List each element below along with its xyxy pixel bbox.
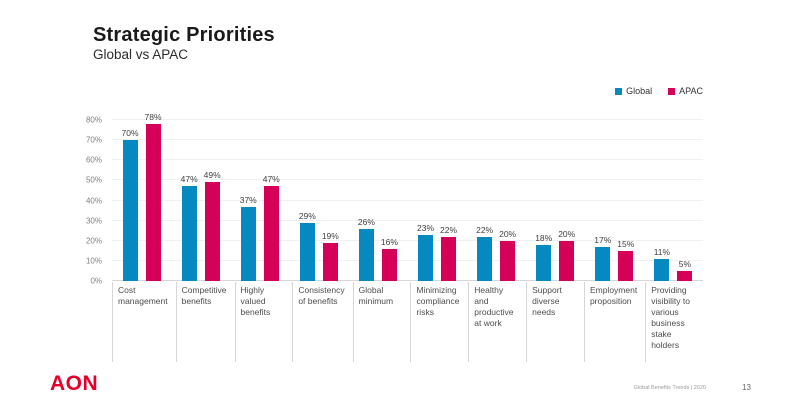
bar-value-label: 22% <box>440 224 458 235</box>
y-axis-tick-label: 0% <box>90 276 102 286</box>
x-axis: Cost management Competitive benefits Highl… <box>112 282 703 362</box>
y-axis-tick-label: 20% <box>85 236 102 246</box>
category-slot-4: 29% 19% <box>289 120 348 281</box>
bar-global-5: 26% <box>358 217 375 281</box>
category-slot-1: 70% 78% <box>112 112 171 281</box>
bar-apac-7: 20% <box>499 229 516 281</box>
gridline <box>112 239 703 241</box>
legend-item-apac: APAC <box>668 86 703 96</box>
gridline <box>112 119 703 120</box>
category-label: Minimizing compliance risks <box>410 282 468 362</box>
y-axis: 0% 10% 20% 30% 40% 50% 60% 70% 80% <box>66 116 106 286</box>
bar-value-label: 47% <box>180 174 198 185</box>
aon-logo: AON <box>50 372 99 395</box>
bar-global-9: 17% <box>594 235 611 281</box>
category-label: Global minimum <box>352 282 411 362</box>
bar-value-label: 78% <box>144 112 162 123</box>
bar-value-label: 22% <box>476 224 494 235</box>
bar-value-label: 17% <box>594 234 612 245</box>
category-label: Highly valued benefits <box>234 282 293 362</box>
bar-apac-4: 19% <box>322 231 339 281</box>
bar-global-10: 11% <box>654 247 670 281</box>
category-slot-2: 47% 49% <box>171 120 230 281</box>
plot-area: 0% 10% 20% 30% 40% 50% 60% 70% 80% 70% 78% 47% 49% 3… <box>86 112 703 286</box>
bar-apac-5: 16% <box>381 237 398 281</box>
bar-apac-6: 22% <box>440 225 457 281</box>
y-axis-tick-label: 60% <box>85 155 102 165</box>
legend-item-global: Global <box>615 86 652 96</box>
legend-swatch-icon <box>668 87 676 95</box>
bar-value-label: 5% <box>678 258 692 269</box>
category-label: Providing visibility to various business… <box>645 282 703 362</box>
page-title: Strategic Priorities <box>93 24 275 46</box>
category-slot-6: 23% 22% <box>407 120 466 281</box>
category-slot-8: 18% 20% <box>526 120 585 281</box>
bar-global-6: 23% <box>417 223 434 281</box>
bar-global-8: 18% <box>535 233 552 281</box>
y-axis-tick-label: 80% <box>85 115 102 125</box>
bar-global-7: 22% <box>476 225 493 281</box>
y-axis-tick-label: 30% <box>85 216 102 226</box>
bar-apac-2: 49% <box>204 170 221 281</box>
gridline <box>112 219 703 221</box>
bar-global-1: 70% <box>122 128 139 281</box>
bar-value-label: 20% <box>499 228 517 239</box>
bar-value-label: 19% <box>321 230 339 241</box>
footer-note: Global Benefits Trends | 2020 <box>633 385 706 391</box>
page-subtitle: Global vs APAC <box>93 47 189 62</box>
category-label: Healthy and productive at work <box>468 282 526 362</box>
category-slot-10: 11% 5% <box>644 120 703 281</box>
bar-global-2: 47% <box>181 174 198 281</box>
bar-value-label: 16% <box>380 236 398 247</box>
category-slot-9: 17% 15% <box>585 120 644 281</box>
bar-apac-3: 47% <box>263 174 280 281</box>
bar-value-label: 37% <box>239 194 257 205</box>
legend-label: Global <box>626 86 653 96</box>
category-slot-7: 22% 20% <box>467 120 526 281</box>
bar-value-label: 23% <box>417 222 435 233</box>
bar-value-label: 49% <box>203 170 221 181</box>
bar-value-label: 47% <box>262 174 280 185</box>
legend-label: APAC <box>679 86 703 96</box>
category-label: Consistency of benefits <box>292 282 352 362</box>
bar-global-3: 37% <box>240 195 257 281</box>
category-label: Competitive benefits <box>175 282 235 362</box>
bar-value-label: 29% <box>298 210 316 221</box>
bar-apac-1: 78% <box>145 112 162 281</box>
category-slot-5: 26% 16% <box>348 120 407 281</box>
gridline <box>112 159 703 161</box>
gridline <box>112 139 703 141</box>
bar-apac-9: 15% <box>617 239 634 281</box>
bar-value-label: 18% <box>535 232 553 243</box>
y-axis-tick-label: 40% <box>85 196 102 205</box>
bar-value-label: 26% <box>357 216 375 227</box>
y-axis-tick-label: 50% <box>85 175 102 185</box>
gridline <box>112 179 703 181</box>
bar-apac-8: 20% <box>558 229 575 281</box>
category-slot-3: 37% 47% <box>230 120 289 281</box>
gridline <box>112 259 703 261</box>
category-label: Employment proposition <box>583 282 645 362</box>
category-label: Cost management <box>112 282 176 362</box>
category-label: Support diverse needs <box>526 282 584 362</box>
bar-value-label: 15% <box>617 238 635 249</box>
x-axis-line <box>112 280 703 281</box>
bar-value-label: 20% <box>558 228 576 239</box>
legend: Global APAC <box>615 86 703 96</box>
bar-slots: 70% 78% 47% 49% 37% 47% 29% 19% 26% 16% 23% 22% 22% 2… <box>112 112 703 281</box>
bar-apac-10: 5% <box>677 259 693 281</box>
bar-value-label: 11% <box>653 246 671 257</box>
y-axis-tick-label: 70% <box>85 135 102 145</box>
legend-swatch-icon <box>615 87 623 95</box>
page-number: 13 <box>742 383 751 392</box>
y-axis-tick-label: 10% <box>85 256 102 266</box>
bar-value-label: 70% <box>121 128 139 139</box>
gridline <box>112 199 703 201</box>
bar-global-4: 29% <box>299 211 316 281</box>
